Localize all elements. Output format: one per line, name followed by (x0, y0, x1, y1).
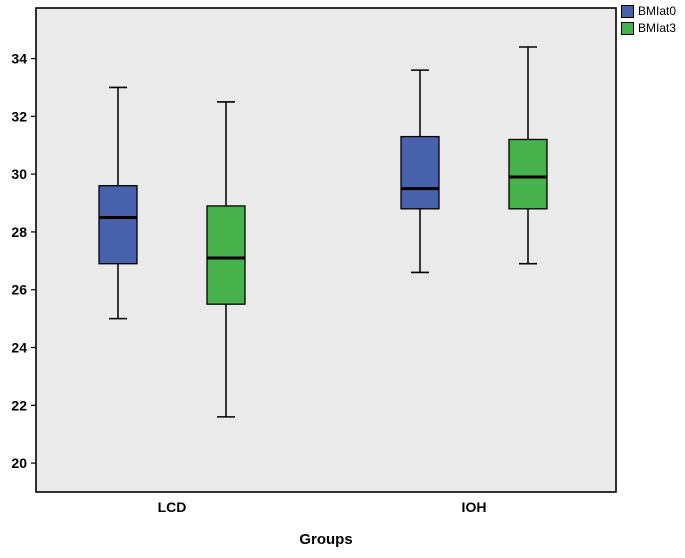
svg-text:34: 34 (11, 51, 27, 67)
svg-text:30: 30 (11, 166, 27, 182)
legend-swatch-bmiat3 (621, 21, 634, 35)
svg-text:32: 32 (11, 108, 27, 124)
legend-label-bmiat3: BMIat3 (638, 21, 677, 35)
x-axis-title: Groups (299, 531, 353, 548)
svg-text:28: 28 (11, 224, 27, 240)
legend-item-bmiat3: BMIat3 (621, 21, 676, 35)
svg-text:22: 22 (11, 397, 27, 413)
svg-text:24: 24 (11, 340, 27, 356)
x-category-label-lcd: LCD (157, 499, 187, 515)
legend-label-bmiat0: BMIat0 (638, 4, 677, 18)
x-category-label-ioh: IOH (461, 499, 487, 515)
legend-swatch-bmiat0 (621, 4, 634, 18)
svg-text:26: 26 (11, 282, 27, 298)
legend-item-bmiat0: BMIat0 (621, 4, 676, 18)
legend: BMIat0 BMIat3 (621, 4, 676, 35)
svg-text:20: 20 (11, 455, 27, 471)
